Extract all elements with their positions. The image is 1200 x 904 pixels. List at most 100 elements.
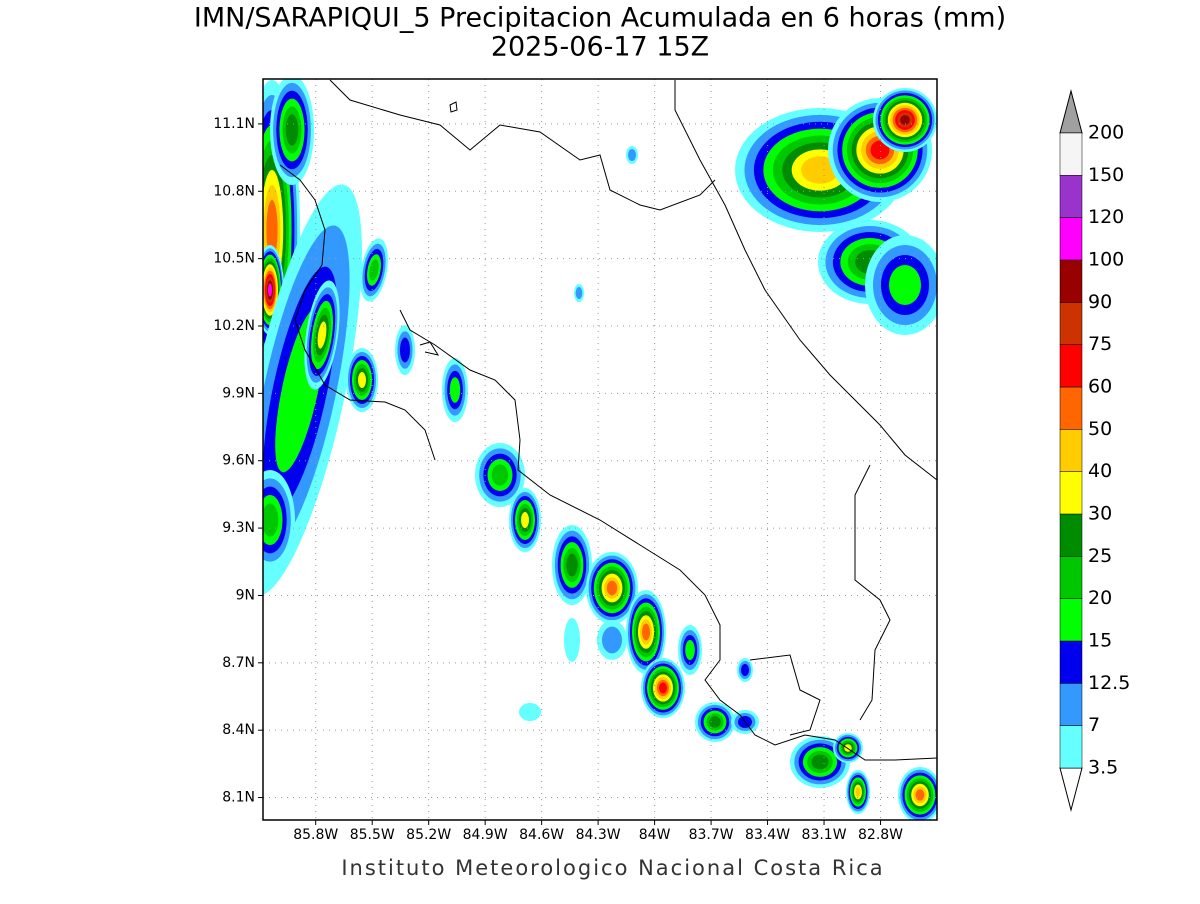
x-tick-label: 84W — [639, 827, 671, 843]
colorbar-bin — [1059, 386, 1083, 430]
colorbar-over — [1059, 89, 1083, 134]
x-tick-label: 85.8W — [293, 827, 338, 843]
colorbar-label: 200 — [1088, 122, 1124, 144]
x-tick-label: 83.7W — [689, 827, 734, 843]
colorbar-bin — [1059, 598, 1083, 642]
colorbar-label: 15 — [1088, 630, 1112, 652]
plot-frame — [262, 78, 938, 821]
colorbar-label: 100 — [1088, 249, 1124, 271]
colorbar-label: 90 — [1088, 291, 1112, 313]
y-tick-label: 9.9N — [222, 385, 255, 401]
coastline — [329, 79, 716, 211]
colorbar-label: 20 — [1088, 587, 1112, 609]
colorbar-label: 25 — [1088, 545, 1112, 567]
colorbar-bin — [1059, 556, 1083, 599]
colorbar-bin — [1059, 683, 1083, 726]
y-tick-label: 10.5N — [213, 251, 255, 267]
x-tick-label: 85.5W — [350, 827, 395, 843]
map-footer: Instituto Meteorologico Nacional Costa R… — [341, 856, 884, 880]
precip-area — [317, 321, 327, 349]
precip-area — [889, 265, 921, 305]
precip-area — [491, 464, 509, 486]
colorbar-label: 40 — [1088, 460, 1112, 482]
precip-area — [358, 372, 366, 388]
precip-area — [606, 580, 618, 596]
x-tick-label: 84.3W — [576, 827, 621, 843]
colorbar-label: 150 — [1088, 164, 1124, 186]
x-tick-label: 84.9W — [463, 827, 508, 843]
colorbar-bin — [1059, 725, 1083, 769]
y-tick-label: 8.1N — [222, 790, 255, 806]
x-tick-label: 85.2W — [406, 827, 451, 843]
y-tick-label: 8.7N — [222, 655, 255, 671]
colorbar-label: 3.5 — [1088, 757, 1118, 779]
coastline — [399, 309, 937, 761]
colorbar-bin — [1059, 132, 1083, 176]
precip-area — [915, 789, 925, 801]
coastline — [419, 341, 440, 356]
y-tick-label: 11.1N — [213, 116, 255, 132]
precip-area — [801, 156, 839, 184]
y-tick-label: 9.3N — [222, 520, 255, 536]
colorbar-bin — [1059, 513, 1083, 557]
colorbar-label: 75 — [1088, 333, 1112, 355]
precip-area — [400, 337, 410, 363]
precip-area — [741, 664, 749, 676]
coastline — [749, 654, 821, 736]
colorbar-bin — [1059, 259, 1083, 303]
precipitation-layer — [263, 79, 937, 820]
colorbar-label: 60 — [1088, 376, 1112, 398]
precip-area — [811, 754, 829, 770]
map-subtitle: 2025-06-17 15Z — [491, 32, 709, 63]
map-title: IMN/SARAPIQUI_5 Precipitacion Acumulada … — [194, 3, 1006, 34]
colorbar-bin — [1059, 217, 1083, 261]
colorbar-label: 12.5 — [1088, 672, 1130, 694]
colorbar-bin — [1059, 302, 1083, 345]
precip-area — [870, 140, 890, 160]
y-tick-label: 8.4N — [222, 722, 255, 738]
precip-area — [285, 114, 299, 146]
precip-area — [628, 149, 636, 161]
precip-area — [521, 512, 529, 528]
colorbar-label: 7 — [1088, 714, 1100, 736]
x-tick-label: 84.6W — [519, 827, 564, 843]
coastline — [279, 164, 436, 461]
precip-area — [602, 626, 622, 654]
precip-area — [659, 682, 667, 694]
y-tick-label: 10.8N — [213, 183, 255, 199]
precip-area — [900, 115, 910, 125]
coastline — [674, 80, 937, 481]
coastline — [854, 464, 891, 721]
precip-area — [685, 640, 695, 660]
y-tick-label: 10.2N — [213, 318, 255, 334]
precip-area — [449, 377, 461, 403]
precip-area — [263, 503, 279, 537]
precip-area — [519, 703, 541, 721]
colorbar-bin — [1059, 471, 1083, 515]
colorbar-bin — [1059, 429, 1083, 472]
x-tick-label: 83.1W — [802, 827, 847, 843]
precip-area — [266, 200, 278, 260]
y-tick-label: 9N — [236, 587, 255, 603]
precip-area — [855, 787, 861, 797]
grid — [263, 79, 937, 820]
y-tick-label: 9.6N — [222, 453, 255, 469]
precip-area — [642, 623, 650, 641]
colorbar-label: 120 — [1088, 206, 1124, 228]
precip-area — [709, 716, 721, 728]
colorbar-bin — [1059, 175, 1083, 218]
colorbar-label: 50 — [1088, 418, 1112, 440]
colorbar-label: 30 — [1088, 503, 1112, 525]
precip-area — [564, 618, 580, 662]
precip-area — [369, 259, 379, 281]
colorbar-bin — [1059, 640, 1083, 684]
island — [449, 101, 458, 113]
precip-area — [575, 287, 583, 299]
precip-area — [268, 283, 272, 297]
coastlines — [279, 79, 937, 761]
x-tick-label: 83.4W — [745, 827, 790, 843]
precip-area — [566, 553, 578, 577]
colorbar-bin — [1059, 344, 1083, 388]
